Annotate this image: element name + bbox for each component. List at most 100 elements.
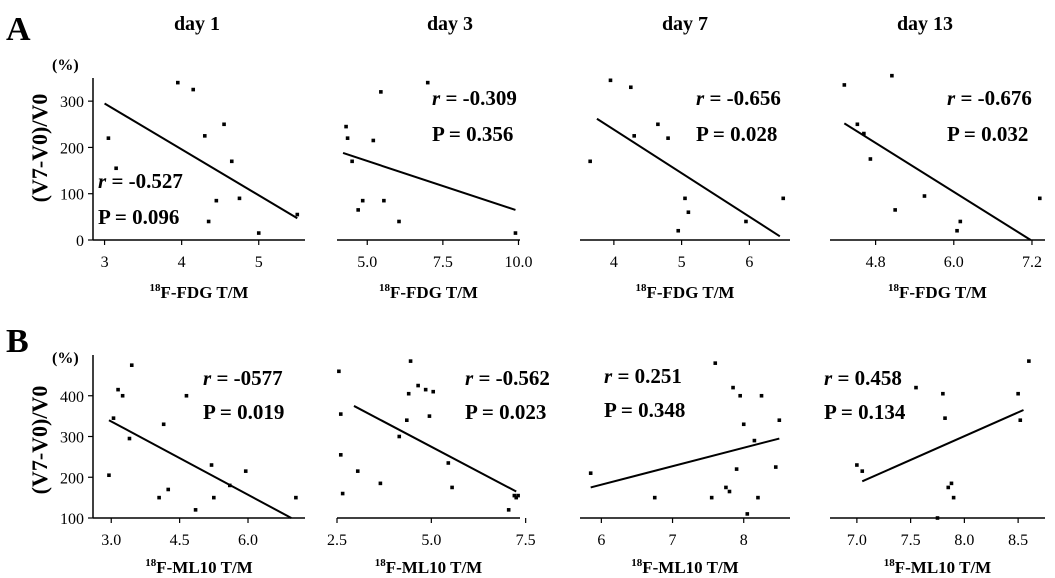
r-symbol: r [824,366,833,390]
x-tick-label: 7.0 [847,532,867,549]
data-point [1037,196,1042,201]
x-tick-label: 4 [610,254,618,271]
data-point [629,85,633,90]
r-value-label: r = 0.458 [824,366,902,390]
x-axis-label-superscript: 18 [636,282,648,294]
x-axis-label-text: F-ML10 T/M [895,558,991,577]
r-value-label: r = -0.562 [465,366,550,390]
data-point [340,491,345,496]
day-title-3: day 3 [427,13,473,35]
data-point [111,416,116,420]
data-point [756,495,760,500]
data-point [184,393,189,398]
x-tick-label: 5 [255,254,263,271]
p-value-label: P = 0.134 [824,400,906,424]
data-point [431,389,436,394]
data-point [379,90,383,94]
r-value-label: r = 0.251 [604,364,682,388]
x-axis-label: 18F-ML10 T/M [884,557,991,577]
x-axis-label-superscript: 18 [888,282,900,294]
data-point [512,493,517,498]
scatter-panel-b-1: 100 200 300 400 3.0 4.5 6.0 18F-ML10 T/M r = -05… [60,355,305,577]
data-point [1018,418,1023,422]
data-point [355,469,360,473]
r-symbol: r [432,86,441,110]
x-tick-label: 4.5 [170,532,190,549]
data-point [855,122,860,127]
scatter-panel-b-4: 7.0 7.5 8.0 8.5 18F-ML10 T/M r = 0.458 P = 0.1… [824,359,1045,577]
p-value-label: P = 0.096 [98,205,179,229]
y-tick-label: 100 [60,187,84,204]
r-value-label: r = -0.656 [696,86,781,110]
data-point [295,212,300,217]
data-point [212,495,216,500]
r-value: = -0577 [211,366,282,390]
data-point [371,138,376,143]
r-value-label: r = -0.527 [98,169,183,193]
data-point [855,463,859,467]
p-value-label: P = 0.032 [947,122,1028,146]
data-point [191,87,196,92]
data-point [686,210,691,215]
data-point [114,166,118,171]
panel-letter-a: A [6,11,31,48]
data-point [356,208,360,212]
panel-letter-b: B [6,323,29,360]
x-tick-label: 6 [745,254,753,271]
r-symbol: r [696,86,705,110]
r-value: = -0.309 [440,86,517,110]
data-point [588,471,593,475]
x-axis-label: 18F-FDG T/M [888,282,987,302]
y-tick-label: 100 [60,511,84,528]
day-title-13: day 13 [897,13,953,35]
data-point [941,391,945,396]
data-point [127,436,132,441]
x-axis-label: 18F-FDG T/M [379,282,478,302]
data-point [360,198,365,203]
data-point [106,136,111,140]
data-point [656,122,660,127]
y-tick-label: 200 [60,140,84,157]
data-point [120,393,125,398]
r-value: = 0.458 [832,366,902,390]
y-axis-label-b: (V7-V0)/V0 [27,386,52,495]
scatter-panel-a-3: 4 5 6 18F-FDG T/M r = -0.656 P = 0.028 [580,78,790,302]
y-axis-label-a: (V7-V0)/V0 [27,94,52,203]
data-point [666,136,670,140]
x-tick-label: 10.0 [504,254,532,271]
y-unit-b: (%) [52,350,79,367]
data-point [914,385,918,390]
data-point [744,219,748,224]
x-axis-label-superscript: 18 [884,557,896,569]
x-tick-label: 3 [101,254,109,271]
x-axis-label: 18F-FDG T/M [636,282,735,302]
p-value-label: P = 0.348 [604,398,685,422]
regression-line [104,102,298,220]
data-point [759,393,764,398]
data-point [713,361,718,365]
data-point [450,485,454,490]
day-title-1: day 1 [174,13,220,35]
data-point [107,473,111,478]
data-point [350,159,354,164]
x-axis-label: 18F-FDG T/M [150,282,249,302]
data-point [781,196,786,201]
x-axis-label: 18F-ML10 T/M [631,557,738,577]
data-point [949,481,954,486]
r-value-label: r = -0577 [203,366,283,390]
data-point [731,385,735,390]
data-point [345,136,350,140]
r-symbol: r [203,366,212,390]
data-point [425,80,430,85]
data-point [193,508,198,512]
data-point [206,219,211,224]
x-tick-label: 4.8 [866,254,886,271]
r-value-label: r = -0.309 [432,86,517,110]
regression-line [590,437,780,489]
data-point [176,80,180,85]
day-title-7: day 7 [662,13,708,35]
data-point [860,469,865,473]
x-tick-label: 7.5 [433,254,453,271]
